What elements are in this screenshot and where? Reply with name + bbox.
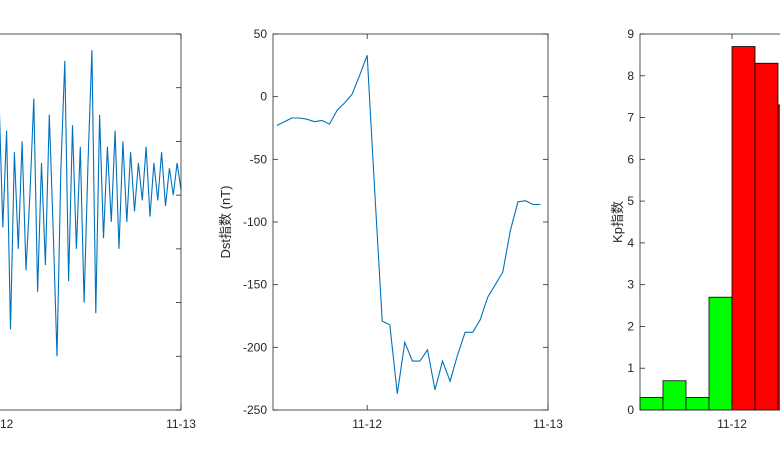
y-tick-label: 5 [627,194,634,208]
y-tick-label: -150 [243,278,267,292]
chart-panel: -250 -200 -150 -100 -50 0 50 11-12 11-13 Dst指数 (n… [218,27,563,431]
x-tick-label: 12 [0,417,14,431]
chart-panel: 0 1 2 3 4 5 6 7 8 9 11-12 Kp指数 [610,27,780,431]
y-tick-label: 0 [260,90,267,104]
y-tick-label: 50 [254,27,268,41]
y-axis-label: Kp指数 [610,201,625,243]
y-tick-label: 4 [627,236,634,250]
data-line [276,55,541,394]
bar [777,104,780,411]
x-tick-label: 11-12 [352,417,382,431]
y-tick-label: -250 [243,403,267,417]
bar [662,380,687,411]
y-tick-label: -100 [243,215,267,229]
bar [708,296,733,411]
y-tick-label: 3 [627,278,634,292]
bar [639,397,664,411]
bar [731,46,756,411]
x-tick-label: 11-13 [533,417,563,431]
axes-box [272,33,549,411]
bar [685,397,710,411]
bar [754,62,779,411]
x-tick-label: 11-12 [717,417,747,431]
chart-panel: 12 11-13 [0,33,196,431]
data-line [0,50,182,357]
y-tick-label: -200 [243,340,267,354]
x-tick-label: 11-13 [166,417,196,431]
y-axis-label: Dst指数 (nT) [218,186,233,259]
axes-box [639,33,780,411]
y-tick-label: 8 [627,69,634,83]
y-tick-label: -50 [250,152,268,166]
y-tick-label: 1 [627,361,634,375]
y-tick-label: 2 [627,319,634,333]
y-tick-label: 9 [627,27,634,41]
y-tick-label: 0 [627,403,634,417]
axes-box [0,33,182,411]
y-tick-label: 7 [627,111,634,125]
y-tick-label: 6 [627,152,634,166]
